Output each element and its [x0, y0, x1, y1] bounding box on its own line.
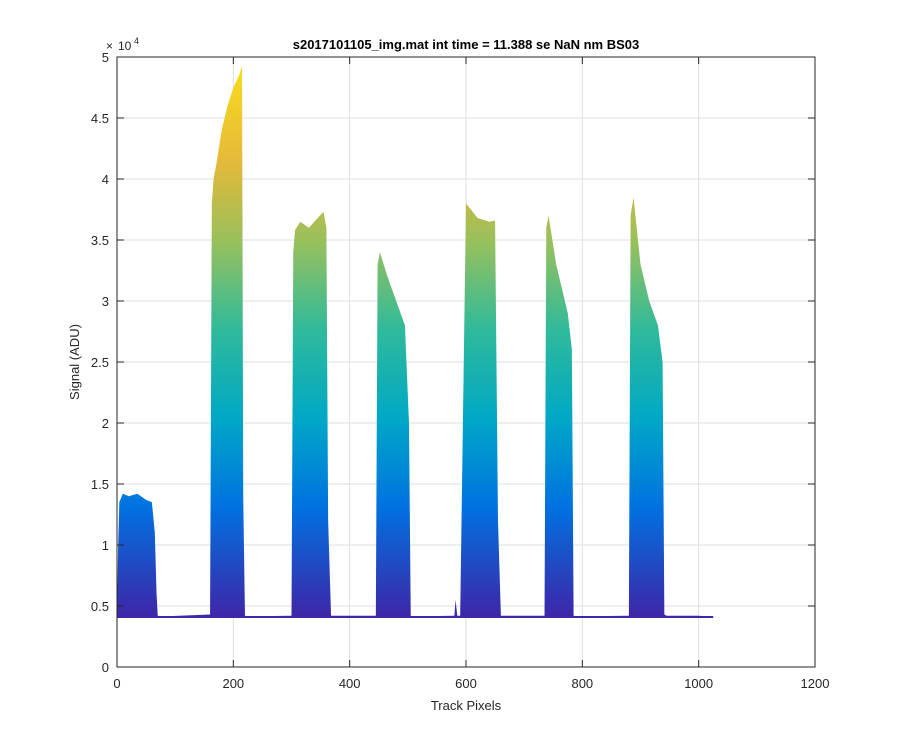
y-tick-label: 1.5	[91, 477, 109, 492]
y-tick-label: 5	[102, 50, 109, 65]
x-tick-label: 1200	[801, 676, 830, 691]
y-tick-label: 3	[102, 294, 109, 309]
y-tick-label: 4.5	[91, 111, 109, 126]
y-exponent-base: 10	[118, 39, 132, 53]
signal-area-series	[117, 65, 714, 618]
x-tick-label: 600	[455, 676, 477, 691]
y-tick-label: 0	[102, 660, 109, 675]
y-axis-label: Signal (ADU)	[67, 324, 82, 400]
x-tick-label: 200	[222, 676, 244, 691]
chart-title: s2017101105_img.mat int time = 11.388 se…	[293, 37, 640, 52]
x-tick-label: 0	[113, 676, 120, 691]
x-tick-label: 400	[339, 676, 361, 691]
y-tick-label: 4	[102, 172, 109, 187]
x-tick-label: 1000	[684, 676, 713, 691]
y-exponent-power: 4	[134, 36, 139, 46]
x-axis-ticks: 0 200 400 600 800 1000 1200	[113, 57, 829, 691]
y-tick-label: 2.5	[91, 355, 109, 370]
x-tick-label: 800	[571, 676, 593, 691]
y-tick-label: 1	[102, 538, 109, 553]
y-exponent-prefix: ×	[106, 39, 113, 53]
y-axis-ticks: 0 0.5 1 1.5 2 2.5 3 3.5 4 4.5 5	[91, 50, 815, 675]
x-axis-label: Track Pixels	[431, 698, 502, 713]
y-tick-label: 0.5	[91, 599, 109, 614]
y-tick-label: 2	[102, 416, 109, 431]
signal-area	[117, 65, 714, 617]
y-tick-label: 3.5	[91, 233, 109, 248]
